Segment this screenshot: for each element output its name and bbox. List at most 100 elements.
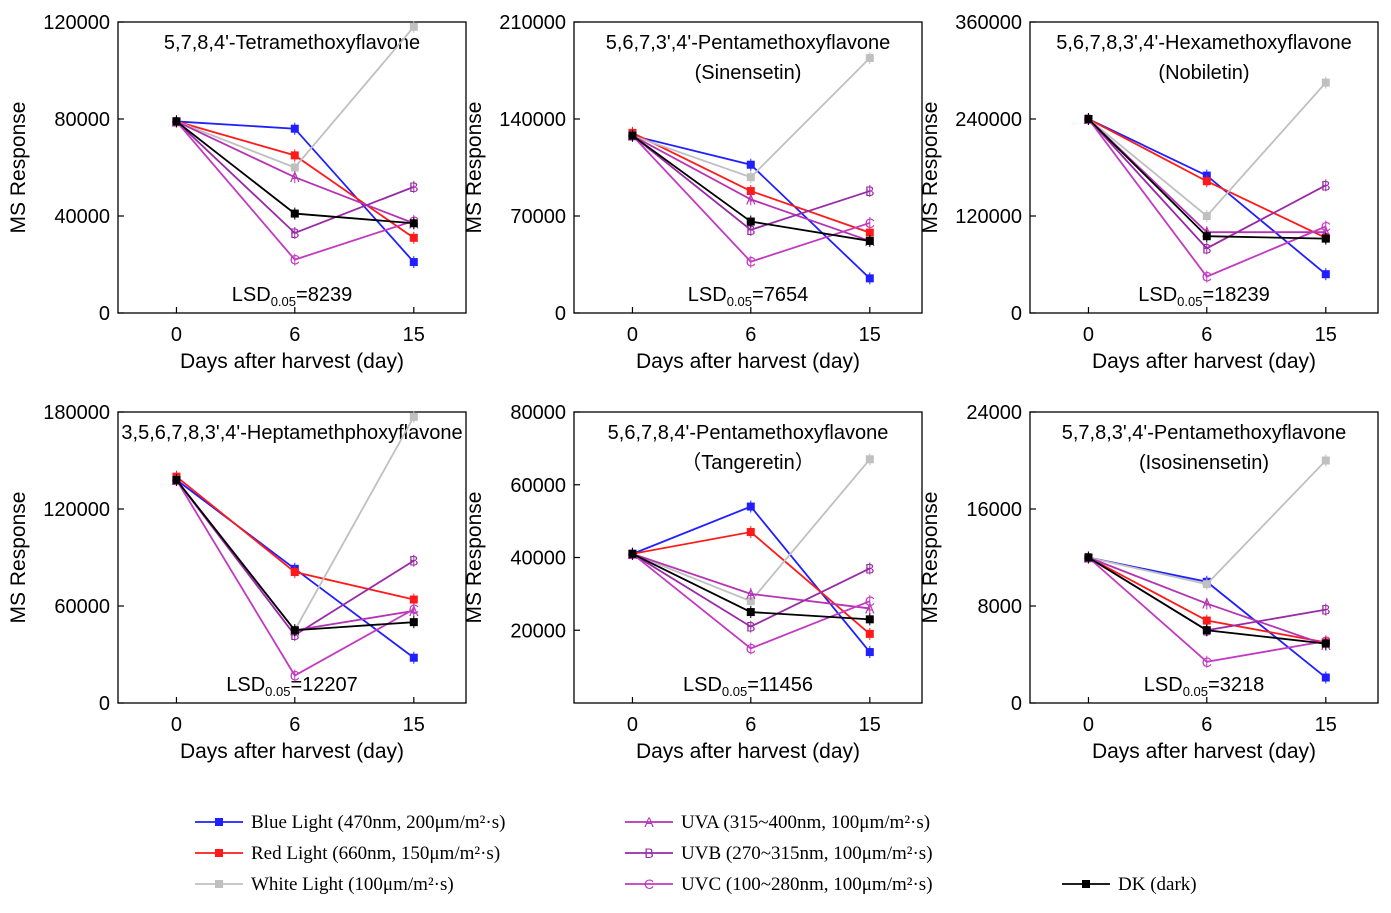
plot-frame (117, 411, 467, 704)
data-point-dk (1321, 639, 1330, 648)
x-tick-label: 15 (403, 714, 425, 736)
legend-label-blue: Blue Light (470nm, 200μm/m²·s) (251, 812, 505, 833)
data-point-white (409, 412, 418, 421)
y-tick-label: 70000 (510, 206, 566, 228)
data-point-uvb: B (746, 222, 755, 238)
data-point-white (865, 455, 874, 464)
series-line-dk (175, 479, 414, 632)
chart-title-line: 5,6,7,8,3',4'-Hexamethoxyflavone (1056, 32, 1352, 54)
data-point-red (746, 187, 755, 196)
data-point-dk (746, 217, 755, 226)
x-tick-label: 6 (289, 714, 300, 736)
data-point-blue (409, 653, 418, 662)
data-point-dk (290, 209, 299, 218)
y-tick-label: 80000 (510, 402, 566, 424)
y-tick-label: 120000 (43, 499, 110, 521)
x-tick-label: 6 (745, 324, 756, 346)
x-axis-label: Days after harvest (day) (1092, 350, 1316, 373)
lsd-annotation: LSD0.05=7654 (688, 284, 808, 309)
series-line-white (1087, 82, 1327, 218)
legend-label-uvb: UVB (270~315nm, 100μm/m²·s) (681, 843, 933, 864)
data-point-red (409, 595, 418, 604)
y-axis-label: MS Response (7, 102, 30, 234)
y-tick-label: 40000 (54, 206, 110, 228)
data-point-red (290, 568, 299, 577)
legend-marker-uvc: C (644, 876, 654, 892)
data-point-uvb: B (409, 553, 418, 569)
x-axis-label: Days after harvest (day) (636, 740, 860, 763)
data-point-uvc: C (746, 254, 756, 270)
series-line-uvb (175, 479, 415, 637)
y-tick-label: 0 (1011, 303, 1022, 325)
chart-title-line: (Sinensetin) (695, 62, 802, 84)
series-line-white (175, 416, 415, 632)
y-tick-label: 40000 (510, 548, 566, 570)
data-point-uvb: B (865, 183, 874, 199)
data-point-red (409, 233, 418, 242)
data-point-uvb: B (1321, 177, 1330, 193)
data-point-dk (628, 131, 637, 140)
x-tick-label: 0 (171, 324, 182, 346)
legend-label-dk: DK (dark) (1118, 874, 1197, 895)
data-point-red (746, 528, 755, 537)
data-point-uva: A (746, 191, 756, 207)
y-axis-label: MS Response (7, 492, 30, 624)
legend-marker-blue (215, 818, 223, 826)
data-point-uvb: B (1321, 602, 1330, 618)
legend-marker-uvb: B (644, 845, 653, 861)
data-point-white (865, 54, 874, 63)
data-point-dk (1084, 553, 1093, 562)
data-point-blue (1321, 270, 1330, 279)
chart-panel-3: 0 120000 240000 360000 0 6 15 Days after harves… (919, 12, 1379, 373)
data-point-uva: A (290, 169, 300, 185)
data-point-white (1202, 212, 1211, 220)
data-point-dk (409, 618, 418, 627)
data-point-dk (1321, 234, 1330, 243)
data-point-blue (865, 274, 874, 283)
legend-label-red: Red Light (660nm, 150μm/m²·s) (251, 843, 500, 864)
x-tick-label: 15 (403, 324, 425, 346)
lsd-annotation: LSD0.05=18239 (1138, 284, 1270, 309)
x-tick-label: 0 (1083, 714, 1094, 736)
data-point-uvb: B (746, 619, 755, 635)
chart-title-line: 5,6,7,8,4'-Pentamethoxyflavone (608, 422, 889, 444)
y-tick-label: 0 (555, 303, 566, 325)
x-axis-label: Days after harvest (day) (180, 740, 404, 763)
y-axis-label: MS Response (919, 102, 942, 234)
y-tick-label: 0 (1011, 693, 1022, 715)
y-axis-label: MS Response (919, 492, 942, 624)
data-point-dk (628, 549, 637, 558)
lsd-annotation: LSD0.05=8239 (232, 284, 352, 309)
y-tick-label: 210000 (499, 12, 566, 34)
data-point-uvc: C (409, 601, 419, 617)
plot-frame (573, 21, 923, 314)
series-line-white (1088, 459, 1327, 586)
y-axis-label: MS Response (463, 492, 486, 624)
x-tick-label: 6 (745, 714, 756, 736)
data-point-uvb: B (865, 560, 874, 576)
data-point-uvc: C (865, 593, 875, 609)
data-point-uva: A (865, 600, 875, 616)
chart-panel-5: 20000 40000 60000 80000 0 6 15 Days after harve… (463, 402, 923, 763)
data-point-red (865, 629, 874, 638)
chart-title-line: (Nobiletin) (1158, 62, 1249, 84)
y-tick-label: 240000 (955, 109, 1022, 131)
x-tick-label: 0 (627, 324, 638, 346)
x-tick-label: 6 (1201, 714, 1212, 736)
x-tick-label: 0 (627, 714, 638, 736)
data-point-blue (1321, 673, 1330, 682)
data-point-white (746, 597, 755, 606)
data-point-dk (290, 626, 299, 635)
x-tick-label: 15 (859, 324, 881, 346)
data-point-dk (409, 219, 418, 228)
data-point-red (1202, 177, 1211, 186)
data-point-red (290, 151, 299, 160)
data-point-uvb: B (290, 225, 299, 241)
data-point-white (1202, 580, 1211, 589)
data-point-uvc: C (1321, 219, 1331, 235)
lsd-annotation: LSD0.05=3218 (1144, 674, 1264, 699)
data-point-white (290, 163, 299, 172)
data-point-blue (290, 124, 299, 133)
x-axis-label: Days after harvest (day) (1092, 740, 1316, 763)
data-point-dk (865, 615, 874, 624)
